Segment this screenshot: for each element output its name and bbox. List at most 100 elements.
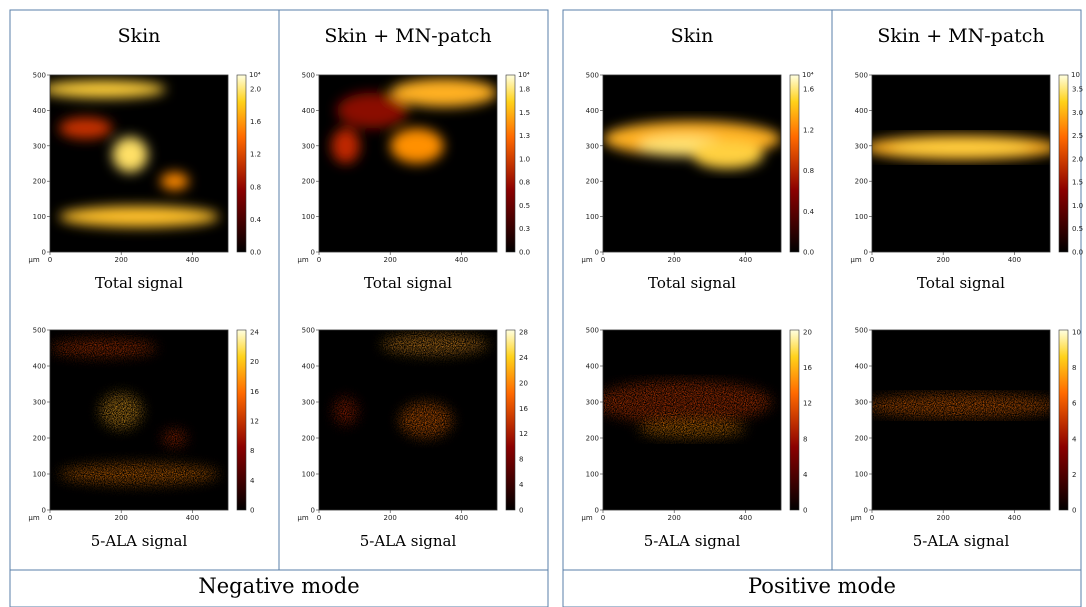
x-tick-label: 400 (186, 514, 199, 522)
colorbar-tick-label: 3.5 (1072, 86, 1083, 94)
y-tick-label: 0 (42, 249, 46, 257)
y-tick-label: 500 (33, 72, 46, 80)
signal-region (872, 393, 1050, 419)
colorbar-tick-label: 1.6 (250, 118, 262, 126)
x-tick-label: 400 (186, 256, 199, 264)
colorbar-tick-label: 1.5 (519, 109, 530, 117)
y-tick-label: 200 (855, 178, 868, 186)
y-tick-label: 0 (311, 507, 315, 515)
signal-region (336, 92, 408, 129)
column-title: Skin + MN-patch (324, 25, 491, 47)
colorbar-tick-label: 1.5 (1072, 179, 1083, 187)
colorbar-tick-label: 0 (250, 507, 254, 515)
colorbar-tick-label: 12 (803, 400, 812, 408)
colorbar-tick-label: 16 (803, 364, 812, 372)
y-tick-label: 100 (855, 213, 868, 221)
colorbar-tick-label: 8 (250, 447, 254, 455)
signal-region (50, 339, 157, 357)
heatmap (872, 75, 1050, 252)
y-tick-label: 300 (586, 399, 599, 407)
colorbar-tick-label: 0.5 (1072, 225, 1083, 233)
x-tick-label: 0 (48, 514, 52, 522)
colorbar (505, 74, 516, 253)
signal-region (112, 136, 148, 173)
heatmap-signal (872, 393, 1050, 419)
colorbar-exponent: 10 (1071, 71, 1080, 79)
x-tick-label: 0 (601, 256, 605, 264)
colorbar-tick-label: 0.8 (803, 167, 814, 175)
signal-region (58, 463, 220, 485)
colorbar (1058, 329, 1069, 511)
y-tick-label: 100 (33, 213, 46, 221)
panel-caption: Total signal (364, 274, 452, 292)
signal-region (58, 117, 113, 139)
signal-region (399, 402, 453, 438)
y-tick-label: 500 (855, 327, 868, 335)
axis-unit: µm (28, 256, 39, 264)
x-tick-label: 0 (317, 514, 321, 522)
y-tick-label: 0 (311, 249, 315, 257)
x-tick-label: 200 (384, 514, 397, 522)
colorbar-tick-label: 4 (1072, 435, 1077, 443)
colorbar (505, 329, 516, 511)
x-tick-label: 0 (870, 514, 874, 522)
colorbar-exponent: 10⁴ (249, 71, 261, 79)
y-tick-label: 300 (302, 142, 315, 150)
colorbar-tick-label: 1.0 (1072, 202, 1083, 210)
plot-frame (871, 329, 1051, 511)
y-tick-label: 300 (586, 142, 599, 150)
colorbar-tick-label: 8 (519, 456, 523, 464)
signal-region (50, 80, 166, 99)
y-tick-label: 100 (586, 213, 599, 221)
x-tick-label: 0 (317, 256, 321, 264)
heatmap-signal (333, 333, 489, 438)
y-tick-label: 300 (302, 399, 315, 407)
plot-frame (602, 74, 782, 253)
group-frame (562, 9, 1082, 607)
y-tick-label: 500 (302, 72, 315, 80)
x-tick-label: 200 (115, 514, 128, 522)
x-tick-label: 0 (870, 256, 874, 264)
x-tick-label: 400 (739, 256, 752, 264)
panel-caption: 5-ALA signal (91, 532, 188, 550)
colorbar-tick-label: 0.0 (250, 249, 261, 257)
heatmap-signal (50, 80, 220, 228)
colorbar (789, 74, 800, 253)
y-tick-label: 500 (586, 327, 599, 335)
y-tick-label: 0 (595, 507, 599, 515)
colorbar-tick-label: 0 (803, 507, 807, 515)
signal-region (331, 128, 360, 164)
y-tick-label: 0 (864, 507, 868, 515)
column-title: Skin (671, 25, 714, 47)
signal-region (603, 380, 773, 424)
colorbar-tick-label: 4 (519, 481, 524, 489)
signal-region (162, 429, 188, 447)
colorbar-exponent: 10⁴ (802, 71, 814, 79)
colorbar-tick-label: 0.5 (519, 202, 530, 210)
signal-region (381, 333, 489, 356)
y-tick-label: 400 (586, 107, 599, 115)
blobs (872, 393, 1050, 419)
colorbar-tick-label: 0.4 (250, 216, 262, 224)
y-tick-label: 400 (855, 363, 868, 371)
colorbar-tick-label: 2.0 (1072, 155, 1083, 163)
y-tick-label: 500 (855, 72, 868, 80)
colorbar-tick-label: 6 (1072, 400, 1077, 408)
panel-caption: 5-ALA signal (644, 532, 741, 550)
x-tick-label: 200 (937, 256, 950, 264)
y-tick-label: 100 (33, 471, 46, 479)
blobs (872, 135, 1050, 160)
plot-frame (49, 74, 229, 253)
colorbar-tick-label: 8 (1072, 364, 1076, 372)
y-tick-label: 300 (855, 142, 868, 150)
signal-region (390, 78, 497, 107)
x-tick-label: 0 (48, 256, 52, 264)
heatmap-signal (331, 78, 497, 164)
heatmap-signal (872, 135, 1050, 160)
axis-unit: µm (28, 514, 39, 522)
axis-unit: µm (297, 514, 308, 522)
colorbar (789, 329, 800, 511)
y-tick-label: 300 (855, 399, 868, 407)
y-tick-label: 100 (302, 213, 315, 221)
colorbar-tick-label: 1.2 (250, 151, 261, 159)
